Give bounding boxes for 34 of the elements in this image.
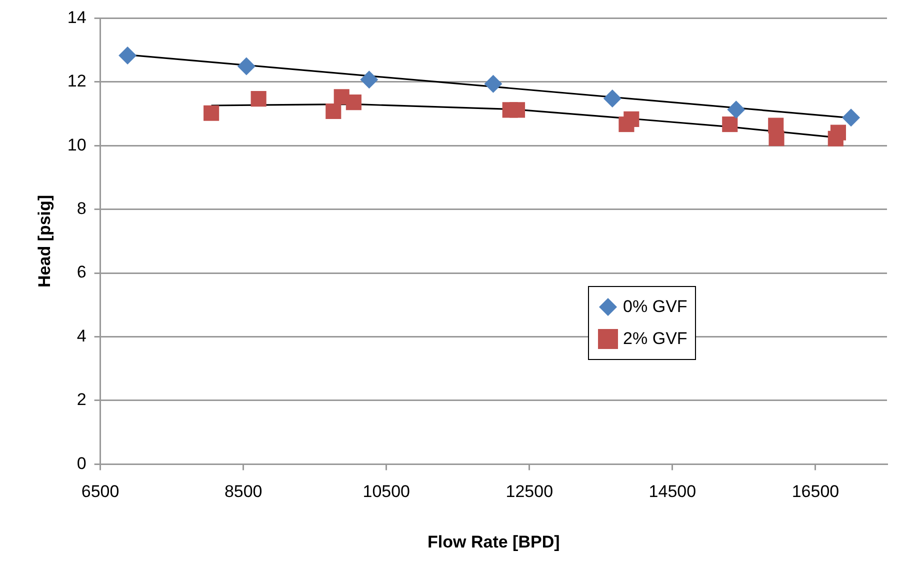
point	[603, 89, 622, 108]
x-tick-label: 8500	[224, 482, 262, 502]
point	[828, 130, 844, 146]
y-tick-label: 4	[76, 326, 86, 346]
point	[250, 91, 266, 107]
y-tick-label: 14	[67, 8, 86, 27]
point	[727, 100, 746, 119]
y-tick-label: 6	[76, 262, 86, 282]
point	[118, 46, 137, 64]
point	[204, 105, 220, 121]
y-tick-label: 8	[76, 199, 86, 218]
point	[624, 111, 640, 127]
legend-label: 0% GVF	[623, 296, 688, 317]
point	[346, 94, 362, 110]
point	[237, 57, 256, 76]
point	[484, 74, 502, 93]
y-tick-label: 2	[76, 390, 86, 410]
x-tick-label: 16500	[792, 482, 840, 502]
y-tick-label: 10	[67, 135, 86, 154]
x-tick-label: 12500	[506, 482, 554, 502]
legend-label: 2% GVF	[623, 328, 688, 349]
y-tick-label: 0	[76, 454, 86, 473]
point	[326, 103, 342, 119]
y-tick-label: 12	[67, 72, 86, 91]
y-axis-title: Head [psig]	[34, 194, 54, 288]
point	[768, 130, 784, 146]
point	[509, 102, 526, 118]
x-tick-label: 10500	[362, 482, 410, 502]
x-tick-label: 6500	[81, 482, 120, 502]
x-axis-title: Flow Rate [BPD]	[428, 532, 560, 552]
x-tick-label: 14500	[648, 482, 696, 502]
point	[360, 70, 378, 89]
point	[842, 108, 860, 127]
point	[722, 116, 738, 132]
